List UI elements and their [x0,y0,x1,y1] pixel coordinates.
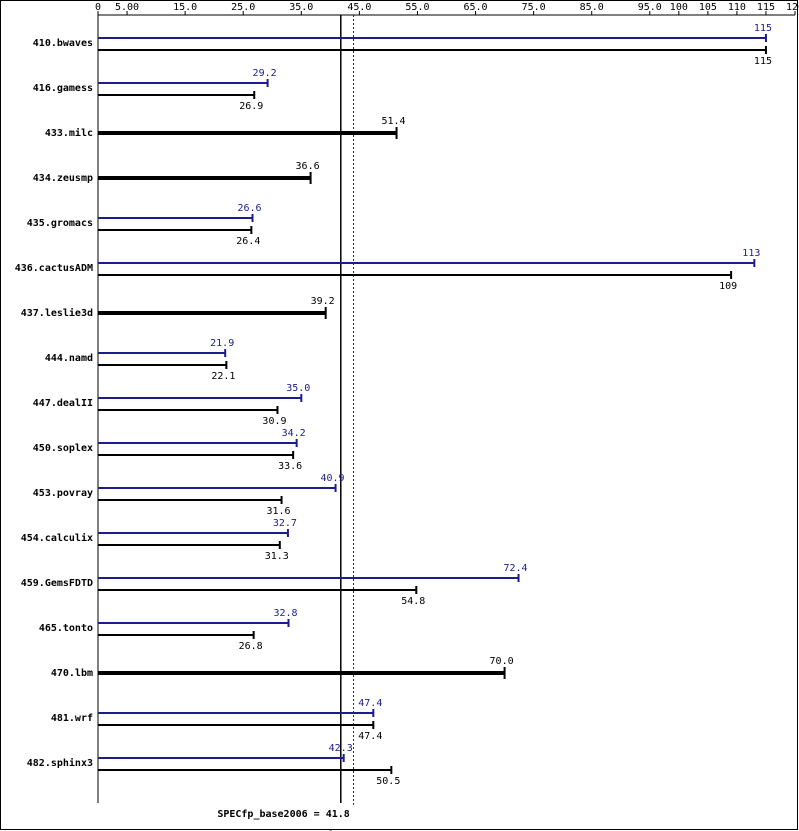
category-label: 481.wrf [51,713,93,724]
category-label: 453.povray [33,488,93,499]
value-label: 35.0 [286,383,310,394]
category-label: 447.dealII [33,398,93,409]
value-label: 32.8 [273,608,297,619]
value-label: 26.4 [236,236,260,247]
x-tick-label: 110 [728,2,746,13]
x-tick-label: 120 [786,2,799,13]
value-label: 50.5 [376,776,400,787]
value-label: 72.4 [503,563,527,574]
x-tick-label: 65.0 [463,2,487,13]
value-label: 26.6 [237,203,261,214]
bar [98,671,505,675]
value-label: 39.2 [311,296,335,307]
value-label: 29.2 [253,68,277,79]
x-tick-label: 35.0 [289,2,313,13]
category-label: 450.soplex [33,443,93,454]
value-label: 47.4 [358,698,382,709]
value-label: 34.2 [282,428,306,439]
value-label: 54.8 [401,596,425,607]
value-label: 42.3 [329,743,353,754]
x-tick-label: 85.0 [580,2,604,13]
x-tick-label: 25.0 [231,2,255,13]
value-label: 115 [754,56,772,67]
value-label: 31.3 [265,551,289,562]
value-label: 22.1 [211,371,235,382]
x-tick-label: 100 [670,2,688,13]
category-label: 435.gromacs [27,218,93,229]
value-label: 36.6 [296,161,320,172]
value-label: 33.6 [278,461,302,472]
category-label: 482.sphinx3 [27,757,93,769]
bar [98,176,311,180]
x-tick-label: 105 [699,2,717,13]
value-label: 51.4 [382,116,406,127]
value-label: 115 [754,23,772,34]
x-tick-label: 95.0 [638,2,662,13]
value-label: 40.9 [321,473,345,484]
value-label: 26.8 [239,641,263,652]
x-tick-label: 55.0 [405,2,429,13]
reference-label: SPECfp_base2006 = 41.8 [217,809,349,820]
category-label: 433.milc [45,127,93,139]
value-label: 47.4 [358,731,382,742]
category-label: 437.leslie3d [21,307,93,319]
category-label: 454.calculix [21,532,93,544]
value-label: 30.9 [262,416,286,427]
category-label: 434.zeusmp [33,173,93,184]
x-tick-label: 115 [757,2,775,13]
value-label: 32.7 [273,518,297,529]
category-label: 436.cactusADM [15,263,93,274]
category-label: 410.bwaves [33,38,93,49]
bar [98,311,326,315]
category-label: 459.GemsFDTD [21,578,93,589]
value-label: 26.9 [239,101,263,112]
bar [98,131,397,135]
x-tick-label: 45.0 [347,2,371,13]
value-label: 70.0 [490,656,514,667]
x-tick-label: 0 [95,2,101,13]
category-label: 416.gamess [33,83,93,94]
x-tick-label: 75.0 [522,2,546,13]
value-label: 113 [742,248,760,259]
value-label: 21.9 [210,338,234,349]
x-tick-label: 15.0 [173,2,197,13]
category-label: 470.lbm [51,668,93,679]
x-tick-label: 5.00 [115,2,139,13]
category-label: 465.tonto [39,623,93,634]
category-label: 444.namd [45,353,93,364]
value-label: 31.6 [266,506,290,517]
value-label: 109 [719,281,737,292]
